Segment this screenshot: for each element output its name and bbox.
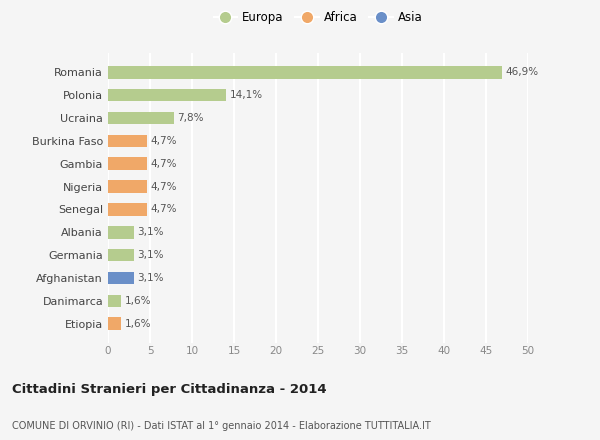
Bar [108,89,226,102]
Bar [108,180,148,193]
Text: 7,8%: 7,8% [177,113,203,123]
Text: 4,7%: 4,7% [151,159,178,169]
Legend: Europa, Africa, Asia: Europa, Africa, Asia [209,7,427,29]
Text: 1,6%: 1,6% [125,319,151,329]
Text: Cittadini Stranieri per Cittadinanza - 2014: Cittadini Stranieri per Cittadinanza - 2… [12,383,326,396]
Bar [108,317,121,330]
Text: 3,1%: 3,1% [137,250,164,260]
Text: 1,6%: 1,6% [125,296,151,306]
Bar [108,203,148,216]
Bar [108,112,173,124]
Bar [108,249,134,261]
Bar [108,294,121,307]
Text: 14,1%: 14,1% [230,90,263,100]
Bar [108,135,148,147]
Bar [108,158,148,170]
Text: 3,1%: 3,1% [137,273,164,283]
Bar [108,226,134,238]
Text: 4,7%: 4,7% [151,136,178,146]
Text: 46,9%: 46,9% [505,67,538,77]
Bar [108,272,134,284]
Text: 4,7%: 4,7% [151,205,178,214]
Text: 3,1%: 3,1% [137,227,164,237]
Bar [108,66,502,79]
Text: 4,7%: 4,7% [151,182,178,191]
Text: COMUNE DI ORVINIO (RI) - Dati ISTAT al 1° gennaio 2014 - Elaborazione TUTTITALIA: COMUNE DI ORVINIO (RI) - Dati ISTAT al 1… [12,421,431,431]
